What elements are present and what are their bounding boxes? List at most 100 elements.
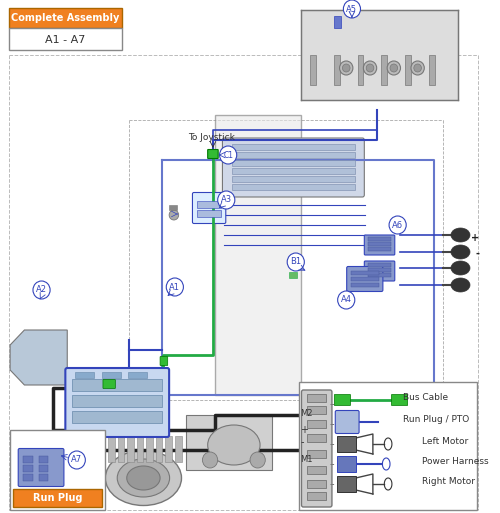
Bar: [166, 436, 172, 462]
Bar: [307, 420, 326, 428]
Text: -: -: [300, 437, 304, 447]
FancyBboxPatch shape: [222, 138, 364, 197]
Bar: [9, 8, 122, 28]
Circle shape: [33, 281, 50, 299]
Bar: [232, 176, 355, 182]
Circle shape: [220, 146, 236, 164]
Text: A5: A5: [346, 5, 358, 13]
Bar: [169, 205, 176, 210]
Text: Run Plug / PTO: Run Plug / PTO: [404, 416, 469, 424]
Bar: [10, 430, 106, 510]
Circle shape: [389, 216, 406, 234]
Bar: [72, 395, 162, 407]
Text: M2: M2: [300, 409, 313, 419]
Bar: [232, 144, 355, 150]
Bar: [307, 394, 326, 402]
Text: C1: C1: [223, 150, 233, 160]
Bar: [156, 436, 162, 462]
Text: Left Motor: Left Motor: [422, 438, 469, 446]
Bar: [336, 476, 355, 492]
Bar: [196, 201, 222, 208]
Bar: [334, 16, 342, 28]
Ellipse shape: [451, 278, 470, 292]
FancyBboxPatch shape: [334, 394, 350, 405]
Bar: [307, 434, 326, 442]
FancyBboxPatch shape: [364, 235, 395, 255]
Circle shape: [342, 64, 350, 72]
Ellipse shape: [117, 459, 170, 497]
Bar: [72, 379, 162, 391]
Circle shape: [387, 61, 400, 75]
Bar: [175, 436, 182, 462]
Bar: [72, 411, 162, 423]
Bar: [307, 480, 326, 488]
Bar: [368, 242, 391, 246]
Text: +: +: [472, 233, 480, 243]
Text: M1: M1: [300, 456, 313, 464]
Bar: [358, 55, 364, 85]
Ellipse shape: [208, 425, 260, 465]
Circle shape: [390, 64, 398, 72]
Bar: [232, 152, 355, 158]
Bar: [38, 456, 48, 463]
Bar: [232, 184, 355, 190]
Bar: [382, 55, 387, 85]
Circle shape: [340, 61, 353, 75]
Bar: [196, 210, 222, 217]
FancyBboxPatch shape: [208, 149, 218, 159]
FancyBboxPatch shape: [103, 380, 116, 388]
Circle shape: [202, 452, 218, 468]
Ellipse shape: [451, 245, 470, 259]
Circle shape: [218, 191, 235, 209]
Text: A1: A1: [170, 283, 180, 291]
FancyBboxPatch shape: [192, 192, 226, 224]
Bar: [307, 406, 326, 414]
Bar: [127, 436, 134, 462]
Bar: [336, 436, 355, 452]
Circle shape: [166, 278, 184, 296]
Bar: [118, 436, 124, 462]
Text: A1 - A7: A1 - A7: [45, 35, 86, 45]
Ellipse shape: [106, 450, 182, 505]
Bar: [298, 382, 476, 510]
Bar: [368, 273, 391, 277]
Ellipse shape: [451, 261, 470, 275]
Bar: [307, 492, 326, 500]
Bar: [186, 415, 272, 470]
Text: +: +: [300, 425, 308, 435]
FancyBboxPatch shape: [364, 261, 395, 281]
Circle shape: [414, 64, 422, 72]
Bar: [351, 283, 378, 287]
Text: -: -: [476, 249, 480, 259]
Circle shape: [411, 61, 424, 75]
Text: Run Plug: Run Plug: [33, 493, 82, 503]
Text: A4: A4: [340, 295, 351, 305]
Text: A2: A2: [36, 286, 47, 294]
Bar: [351, 277, 378, 281]
Ellipse shape: [127, 466, 160, 490]
Bar: [13, 489, 102, 507]
Bar: [289, 272, 296, 278]
Bar: [24, 456, 33, 463]
Circle shape: [287, 253, 304, 271]
Circle shape: [364, 61, 376, 75]
Text: B1: B1: [290, 258, 302, 266]
Circle shape: [68, 451, 86, 469]
Bar: [38, 465, 48, 472]
Bar: [406, 55, 411, 85]
Bar: [102, 372, 120, 378]
Bar: [232, 168, 355, 174]
Circle shape: [250, 452, 266, 468]
Circle shape: [338, 291, 355, 309]
Bar: [137, 436, 143, 462]
FancyBboxPatch shape: [346, 266, 383, 291]
Bar: [24, 474, 33, 481]
Text: Bus Cable: Bus Cable: [404, 393, 448, 403]
Circle shape: [344, 0, 360, 18]
Bar: [368, 263, 391, 267]
Bar: [232, 160, 355, 166]
Ellipse shape: [451, 228, 470, 242]
Text: To Joystick: To Joystick: [188, 133, 235, 143]
Bar: [215, 115, 300, 395]
Text: A6: A6: [392, 221, 403, 229]
